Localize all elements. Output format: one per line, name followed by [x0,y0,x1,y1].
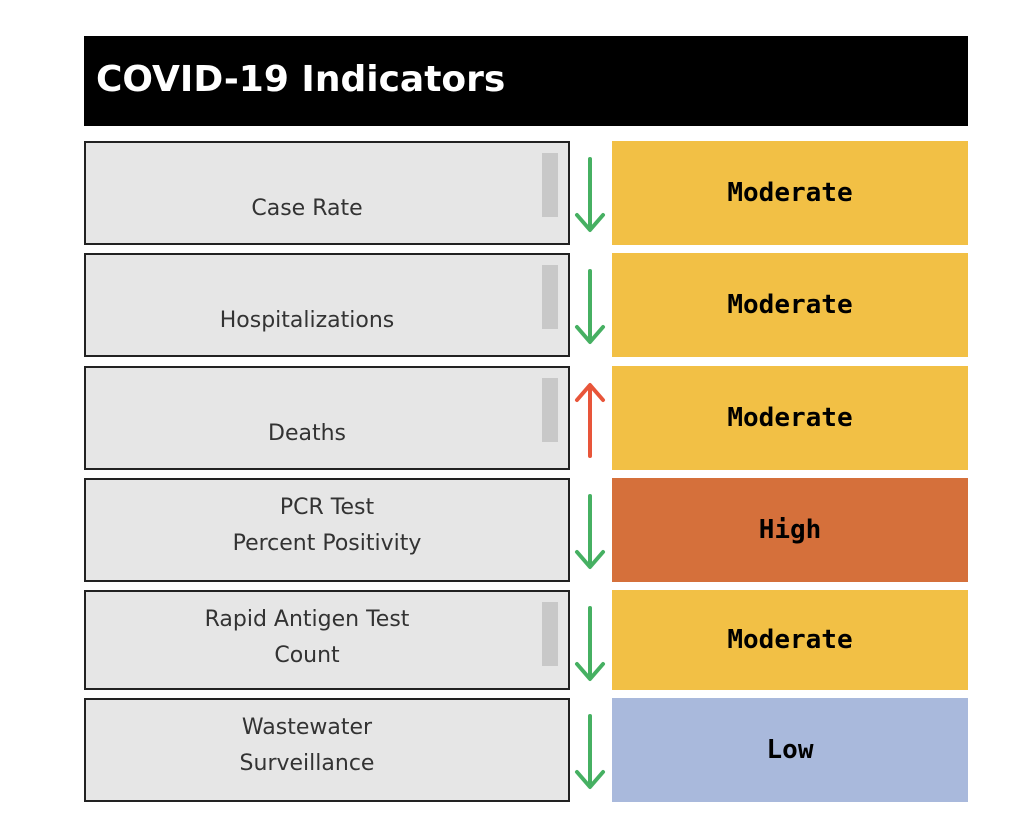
level-badge: Moderate [612,366,968,470]
indicator-label: Hospitalizations [219,308,395,333]
arrow-down-icon [575,269,605,344]
indicator-row-deaths: Deaths Moderate [84,366,970,470]
scrollbar-thumb[interactable] [542,153,558,217]
header-banner: COVID-19 Indicators [84,36,968,126]
indicator-label-box[interactable]: Rapid Antigen Test Count [84,590,570,690]
level-badge: Low [612,698,968,802]
arrow-down-icon [575,714,605,789]
indicator-label: Rapid Antigen Test Count [204,607,410,668]
indicator-label: Wastewater Surveillance [239,715,375,776]
arrow-down-icon [575,157,605,232]
scrollbar-thumb[interactable] [542,602,558,666]
arrow-down-icon [575,494,605,569]
indicator-label-box[interactable]: PCR Test Percent Positivity [84,478,570,582]
page-title: COVID-19 Indicators [96,59,506,100]
scrollbar-thumb[interactable] [542,265,558,329]
indicator-label: PCR Test Percent Positivity [232,495,422,556]
indicator-row-hospitalizations: Hospitalizations Moderate [84,253,970,357]
indicator-label-box[interactable]: Deaths [84,366,570,470]
arrow-up-icon [575,383,605,458]
level-badge: Moderate [612,590,968,690]
scrollbar-thumb[interactable] [542,378,558,442]
indicator-label: Case Rate [251,196,363,221]
level-badge: Moderate [612,253,968,357]
level-badge: High [612,478,968,582]
indicator-label: Deaths [268,421,346,446]
indicator-row-wastewater: Wastewater Surveillance Low [84,698,970,802]
arrow-down-icon [575,606,605,681]
indicator-row-case-rate: Case Rate Moderate [84,141,970,245]
indicator-row-rapid-antigen: Rapid Antigen Test Count Moderate [84,590,970,694]
indicator-label-box[interactable]: Hospitalizations [84,253,570,357]
indicator-label-box[interactable]: Case Rate [84,141,570,245]
level-badge: Moderate [612,141,968,245]
indicator-label-box[interactable]: Wastewater Surveillance [84,698,570,802]
indicator-row-pcr-test: PCR Test Percent Positivity High [84,478,970,582]
